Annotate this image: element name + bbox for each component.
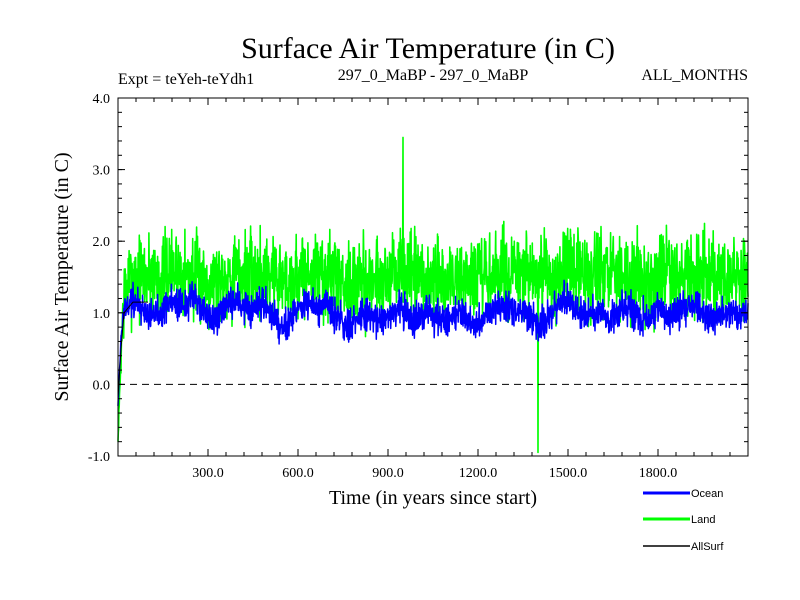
x-tick-label: 300.0 [192, 466, 224, 481]
y-tick-label: -1.0 [88, 450, 110, 465]
x-tick-label: 900.0 [372, 466, 404, 481]
legend-label: Ocean [691, 488, 723, 500]
legend-item-ocean: Ocean [643, 488, 723, 500]
y-tick-label: 3.0 [93, 164, 111, 179]
legend: Ocean Land AllSurf [643, 488, 724, 553]
y-tick-label: 4.0 [93, 92, 111, 107]
series-line-ocean [117, 279, 749, 406]
legend-label: AllSurf [691, 541, 724, 553]
period-label: 297_0_MaBP - 297_0_MaBP [338, 67, 529, 84]
series-line-land [117, 136, 749, 454]
x-axis-label: Time (in years since start) [329, 487, 537, 509]
months-label: ALL_MONTHS [641, 67, 748, 84]
x-tick-label: 1200.0 [459, 466, 498, 481]
x-tick-label: 1500.0 [549, 466, 588, 481]
y-tick-label: 0.0 [93, 378, 111, 393]
legend-item-allsurf: AllSurf [643, 541, 724, 553]
series-line-allsurf [117, 301, 148, 399]
legend-label: Land [691, 514, 715, 526]
x-tick-label: 600.0 [282, 466, 314, 481]
experiment-label: Expt = teYeh-teYdh1 [118, 71, 254, 88]
y-axis-label: Surface Air Temperature (in C) [51, 152, 73, 401]
series-layer [117, 136, 749, 454]
plot-frame [117, 97, 749, 457]
chart-title: Surface Air Temperature (in C) [241, 32, 615, 65]
y-tick-label: 1.0 [93, 307, 111, 322]
ticks-layer: -1.0 0.0 1.0 2.0 3.0 4.0 300.0 600.0 900.0 1200.0… [88, 92, 748, 481]
x-tick-label: 1800.0 [639, 466, 678, 481]
y-tick-label: 2.0 [93, 235, 111, 250]
legend-item-land: Land [643, 514, 715, 526]
